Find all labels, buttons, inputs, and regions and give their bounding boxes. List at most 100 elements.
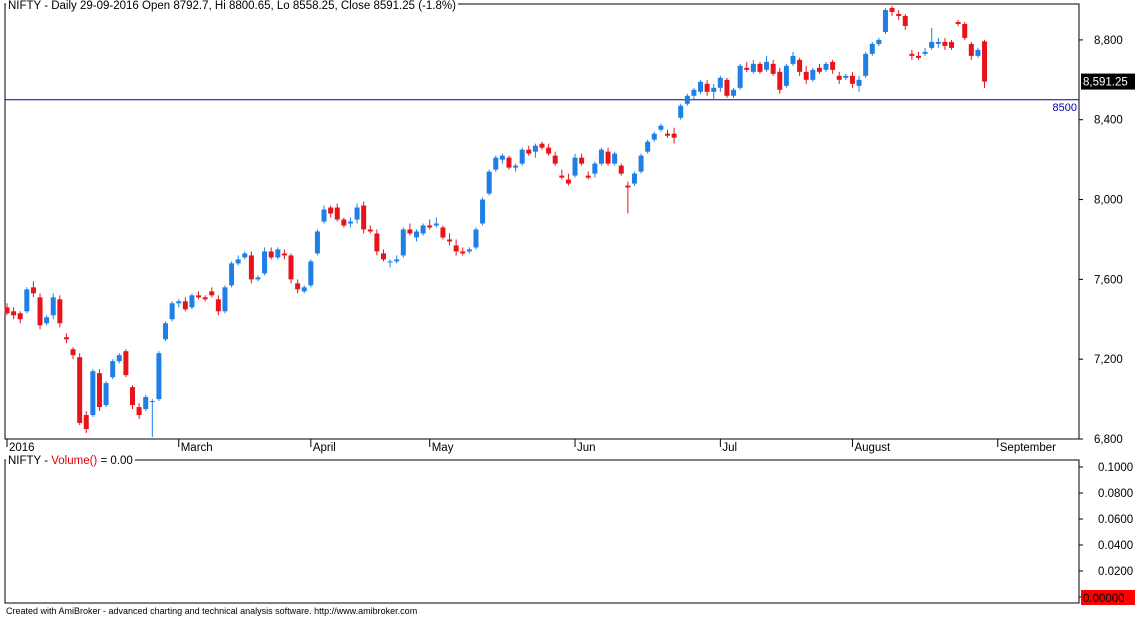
candle-body — [962, 23, 968, 38]
candle-body — [374, 233, 380, 252]
candle — [922, 47, 928, 56]
candle-body — [882, 9, 888, 32]
candle — [268, 247, 274, 260]
level-line-label: 8500 — [1053, 102, 1077, 114]
candle-body — [308, 261, 314, 286]
candle-body — [783, 65, 789, 86]
candle-body — [486, 171, 492, 194]
candle-body — [929, 41, 935, 48]
y-tick-label: 7,600 — [1094, 274, 1123, 286]
candle-body — [665, 133, 670, 136]
candle-body — [17, 313, 23, 320]
candle-body — [717, 77, 723, 88]
candle-body — [407, 229, 413, 234]
candle-body — [585, 175, 591, 178]
candle — [407, 223, 413, 236]
candle-body — [539, 143, 545, 148]
candle — [902, 13, 908, 30]
candle-body — [480, 199, 486, 224]
horizontal-level-line[interactable]: 8500 — [5, 99, 1079, 114]
candle-body — [37, 297, 43, 326]
candle-body — [301, 287, 307, 292]
candle — [929, 27, 935, 50]
candle-body — [209, 291, 215, 296]
candle-body — [499, 155, 505, 160]
candle-body — [592, 163, 598, 174]
candle-body — [526, 149, 532, 154]
candle-body — [605, 151, 611, 164]
candle-body — [631, 173, 637, 184]
price-panel-frame — [4, 3, 1080, 440]
candle-body — [24, 289, 30, 312]
candle-body — [777, 71, 783, 90]
candle — [882, 7, 888, 34]
candle-body — [466, 249, 472, 252]
candle-body — [453, 245, 459, 252]
candle-body — [387, 261, 393, 263]
candle — [612, 151, 618, 166]
candle — [493, 155, 499, 172]
x-tick-label: August — [854, 442, 891, 454]
candle-body — [618, 165, 624, 174]
candle — [90, 369, 96, 418]
candle-body — [869, 43, 875, 54]
candle-body — [156, 353, 162, 400]
candle — [400, 227, 406, 258]
candle-body — [414, 231, 420, 238]
candle — [915, 51, 921, 60]
candle — [625, 181, 631, 214]
candle-body — [935, 41, 941, 44]
candle-body — [229, 263, 235, 286]
candle — [572, 153, 578, 178]
candle-body — [942, 41, 948, 46]
candle — [526, 145, 532, 156]
candle — [565, 173, 571, 186]
candle — [103, 381, 109, 408]
candle — [810, 67, 816, 82]
candle — [215, 295, 221, 316]
candle-body — [737, 65, 743, 88]
candle — [770, 59, 776, 76]
candle — [955, 19, 961, 26]
candle-body — [598, 149, 604, 164]
candle — [308, 259, 314, 288]
candle-body — [816, 67, 822, 72]
candle-body — [361, 205, 367, 230]
candle — [506, 155, 512, 170]
candle-body — [724, 79, 730, 96]
volume-panel-title: NIFTY - Volume() = 0.00 — [6, 455, 135, 467]
candle — [691, 87, 697, 100]
candle — [856, 75, 862, 92]
candle-body — [975, 49, 981, 56]
candle-body — [546, 147, 552, 154]
y-tick-label: 7,200 — [1094, 354, 1123, 366]
date-x-axis: 2016 March April May Jun Jul August September — [6, 439, 1056, 454]
candle-body — [750, 63, 756, 72]
candle — [631, 171, 637, 186]
candle-body — [440, 227, 446, 238]
candle-body — [698, 81, 704, 92]
price-y-axis: 6,800 7,200 7,600 8,000 8,400 8,800 — [1079, 35, 1123, 446]
candle — [17, 311, 23, 324]
candle-body — [982, 41, 988, 82]
candle — [645, 139, 651, 154]
candle-body — [400, 229, 406, 256]
candle-body — [704, 83, 710, 92]
candle — [262, 247, 268, 276]
candle — [361, 201, 367, 234]
volume-panel-frame — [4, 459, 1080, 604]
candle-body — [11, 311, 17, 316]
candle-body — [169, 303, 175, 320]
x-tick-label: May — [432, 442, 454, 454]
vol-y-tick-label: 0.0200 — [1098, 566, 1133, 578]
candle — [711, 83, 717, 100]
candle-body — [823, 63, 829, 70]
candle-body — [519, 149, 525, 164]
candle — [513, 163, 519, 172]
candle — [50, 293, 56, 320]
candle-body — [790, 55, 796, 64]
candle — [70, 347, 76, 360]
candle — [83, 411, 89, 434]
